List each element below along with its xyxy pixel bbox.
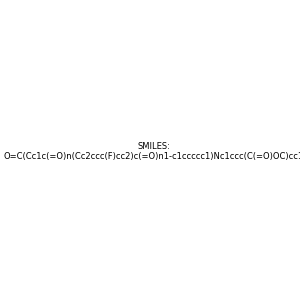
Text: SMILES:
O=C(Cc1c(=O)n(Cc2ccc(F)cc2)c(=O)n1-c1ccccc1)Nc1ccc(C(=O)OC)cc1: SMILES: O=C(Cc1c(=O)n(Cc2ccc(F)cc2)c(=O)…	[4, 142, 300, 161]
